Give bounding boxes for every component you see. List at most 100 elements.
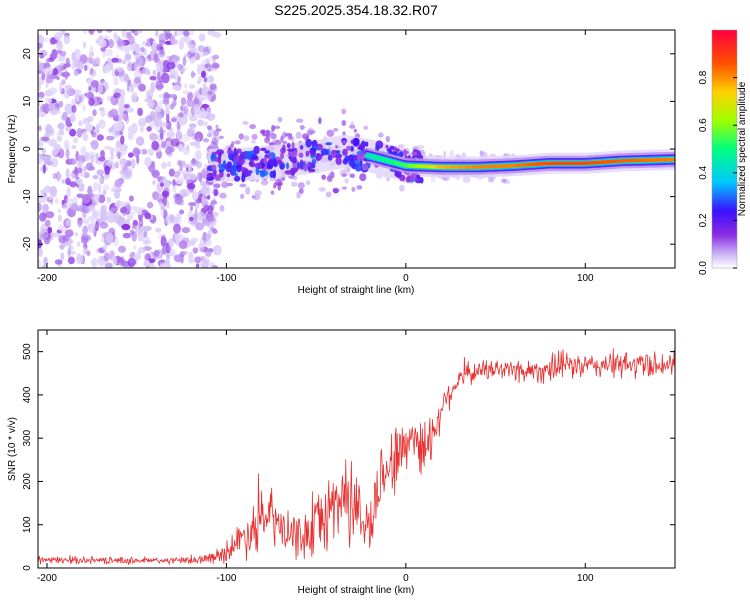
noise-blob <box>135 136 145 146</box>
noise-blob <box>130 30 135 34</box>
carrier-blob <box>403 148 408 157</box>
noise-blob <box>219 192 227 199</box>
noise-blob <box>65 219 71 226</box>
noise-blob <box>137 30 143 34</box>
noise-blob <box>164 109 171 115</box>
noise-blob <box>216 128 222 132</box>
carrier-blob <box>335 157 342 165</box>
noise-blob <box>133 76 142 84</box>
noise-blob <box>145 41 153 47</box>
noise-blob <box>43 185 52 193</box>
noise-blob <box>87 223 96 233</box>
carrier-blob <box>238 154 244 160</box>
noise-blob <box>76 193 84 199</box>
noise-blob <box>70 112 76 122</box>
carrier-blob <box>236 148 242 154</box>
noise-blob <box>111 256 118 267</box>
noise-blob <box>85 123 94 132</box>
carrier-blob <box>230 164 237 174</box>
carrier-halo <box>302 141 306 175</box>
noise-blob <box>115 151 122 159</box>
noise-blob <box>115 88 121 93</box>
carrier-halo <box>348 135 352 169</box>
carrier-blob <box>226 173 231 178</box>
snr-panel: -200 -100 0 100 0 100 200 300 400 500 Height of s… <box>7 329 676 596</box>
y-tick-label: -10 <box>22 189 33 204</box>
noise-blob <box>202 193 206 202</box>
noise-blob <box>110 207 118 213</box>
noise-blob <box>117 58 122 64</box>
noise-blob <box>179 250 188 256</box>
noise-blob <box>64 63 71 68</box>
noise-blob <box>206 132 213 138</box>
noise-blob <box>187 91 193 102</box>
noise-blob <box>141 148 148 155</box>
noise-blob <box>164 179 170 187</box>
noise-blob <box>98 194 106 204</box>
noise-blob <box>151 170 160 177</box>
noise-blob <box>45 74 54 84</box>
noise-blob <box>308 127 314 133</box>
carrier-blob <box>214 174 221 181</box>
noise-blob <box>166 55 170 61</box>
noise-blob <box>154 117 163 128</box>
noise-blob <box>385 135 390 143</box>
noise-blob <box>155 227 162 233</box>
x-tick-label: 100 <box>577 273 594 284</box>
noise-blob <box>64 103 74 115</box>
noise-blob <box>159 126 163 134</box>
noise-blob <box>462 176 471 183</box>
noise-blob <box>207 94 212 101</box>
noise-blob <box>191 157 196 165</box>
noise-blob <box>299 124 305 130</box>
noise-blob <box>124 53 132 61</box>
noise-blob <box>178 39 184 50</box>
noise-blob <box>146 126 152 132</box>
noise-blob <box>273 182 278 188</box>
noise-blob <box>81 193 91 204</box>
noise-blob <box>153 53 159 63</box>
noise-blob <box>291 181 298 187</box>
noise-blob <box>103 145 112 150</box>
noise-blob <box>124 104 130 109</box>
noise-blob <box>150 51 154 61</box>
carrier-blob <box>350 145 354 152</box>
noise-blob <box>167 161 172 168</box>
noise-blob <box>58 123 65 130</box>
noise-blob <box>183 30 189 35</box>
carrier-blob <box>397 151 404 158</box>
carrier-halo <box>351 136 355 170</box>
carrier-blob <box>276 159 283 165</box>
noise-blob <box>90 154 95 164</box>
noise-blob <box>160 182 164 187</box>
noise-blob <box>205 58 210 63</box>
noise-blob <box>295 131 302 139</box>
noise-blob <box>85 162 94 171</box>
carrier-blob <box>233 155 239 163</box>
noise-blob <box>88 30 95 35</box>
noise-blob <box>38 49 48 58</box>
noise-blob <box>45 58 50 68</box>
noise-blob <box>100 46 106 52</box>
noise-blob <box>40 103 46 112</box>
noise-blob <box>63 139 70 150</box>
noise-blob <box>296 118 304 123</box>
x-tick-label: 100 <box>577 573 594 584</box>
noise-blob <box>89 67 94 75</box>
carrier-blob <box>396 148 400 152</box>
carrier-halo <box>283 143 287 178</box>
chart-title: S225.2025.354.18.32.R07 <box>274 2 438 18</box>
carrier-blob <box>320 148 329 156</box>
noise-blob <box>92 181 99 192</box>
noise-blob <box>160 262 168 268</box>
noise-blob <box>109 108 119 118</box>
noise-blob <box>54 197 59 205</box>
noise-blob <box>252 194 261 201</box>
noise-blob <box>245 186 251 195</box>
noise-blob <box>164 32 169 41</box>
noise-blob <box>318 117 322 125</box>
noise-blob <box>94 221 100 232</box>
noise-blob <box>91 194 99 204</box>
noise-blob <box>166 131 175 139</box>
noise-blob <box>38 42 43 49</box>
